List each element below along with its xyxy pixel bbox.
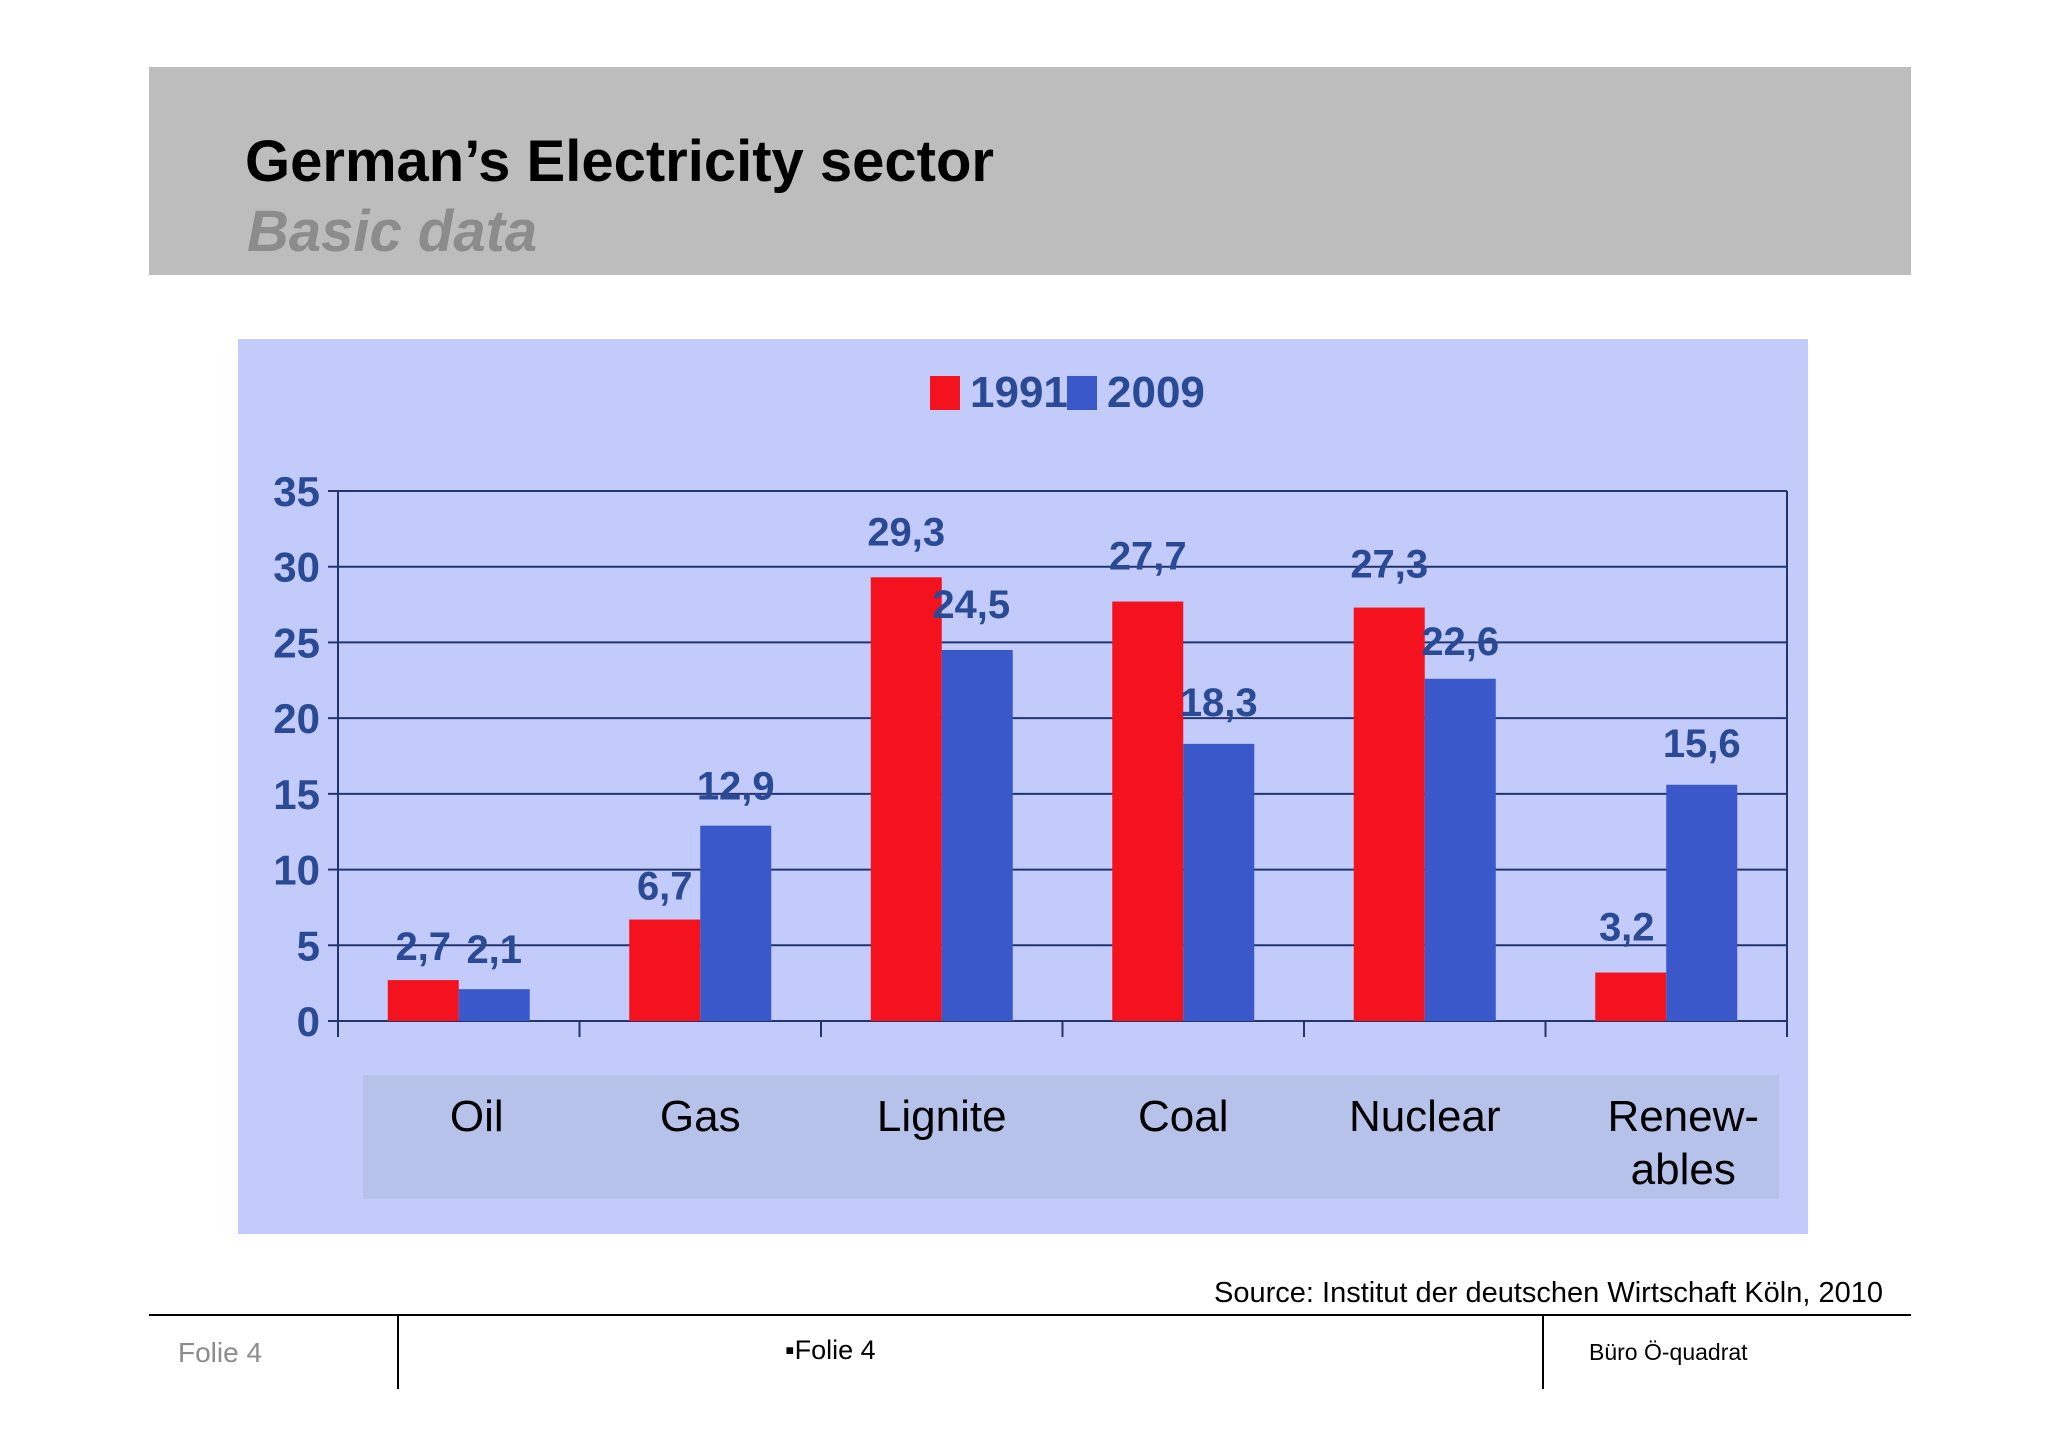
data-label: 3,2 <box>1599 906 1655 950</box>
data-label: 24,5 <box>932 583 1010 627</box>
bar-2009-3 <box>1183 743 1255 1021</box>
x-category-label: Lignite <box>876 1092 1007 1141</box>
x-category-label: Coal <box>1138 1092 1229 1141</box>
footer-divider-left <box>397 1316 399 1389</box>
bar-2009-1 <box>700 825 772 1021</box>
x-category-label: Oil <box>449 1092 504 1141</box>
data-label: 18,3 <box>1180 681 1258 725</box>
bar-1991-0 <box>387 980 459 1021</box>
legend-swatch-2009 <box>1067 376 1097 410</box>
footer-rule <box>149 1314 1911 1316</box>
y-tick-label: 5 <box>297 922 320 969</box>
y-tick-label: 15 <box>273 771 320 818</box>
y-tick-label: 30 <box>273 544 320 591</box>
bar-2009-2 <box>941 650 1013 1021</box>
data-label: 15,6 <box>1663 722 1741 766</box>
data-label: 27,7 <box>1109 535 1187 579</box>
footer-organization: Büro Ö-quadrat <box>1589 1339 1748 1365</box>
legend-label-1991: 1991 <box>970 368 1068 417</box>
bar-1991-3 <box>1112 601 1184 1021</box>
x-category-label: Renew-ables <box>1607 1092 1760 1194</box>
bar-2009-4 <box>1424 678 1496 1021</box>
bar-2009-0 <box>458 989 530 1021</box>
y-tick-label: 20 <box>273 695 320 742</box>
footer-slide-number: Folie 4 <box>178 1337 263 1368</box>
footer-divider-right <box>1542 1316 1544 1389</box>
footer-center-label: ▪Folie 4 <box>785 1335 876 1365</box>
legend-label-2009: 2009 <box>1107 368 1205 417</box>
data-label: 6,7 <box>637 865 693 909</box>
x-category-label: Nuclear <box>1348 1092 1501 1141</box>
x-category-label: Gas <box>659 1092 741 1141</box>
bar-1991-1 <box>629 919 701 1021</box>
y-tick-label: 10 <box>273 847 320 894</box>
source-note: Source: Institut der deutschen Wirtschaf… <box>1214 1277 1883 1309</box>
bar-1991-5 <box>1595 972 1667 1021</box>
data-label: 12,9 <box>697 765 775 809</box>
bar-2009-5 <box>1666 784 1738 1021</box>
y-tick-label: 35 <box>273 468 320 515</box>
data-label: 2,1 <box>466 928 522 972</box>
data-label: 22,6 <box>1421 620 1499 664</box>
data-label: 2,7 <box>395 925 451 969</box>
category-band <box>363 1075 1779 1199</box>
y-tick-label: 0 <box>297 998 320 1045</box>
header-band <box>149 67 1911 275</box>
y-tick-label: 25 <box>273 619 320 666</box>
bar-1991-4 <box>1353 607 1425 1021</box>
data-label: 27,3 <box>1350 543 1428 587</box>
bar-1991-2 <box>870 577 942 1021</box>
legend-swatch-1991 <box>930 376 960 410</box>
slide-title: German’s Electricity sector <box>245 129 994 194</box>
slide-subtitle: Basic data <box>247 199 538 264</box>
data-label: 29,3 <box>867 510 945 554</box>
